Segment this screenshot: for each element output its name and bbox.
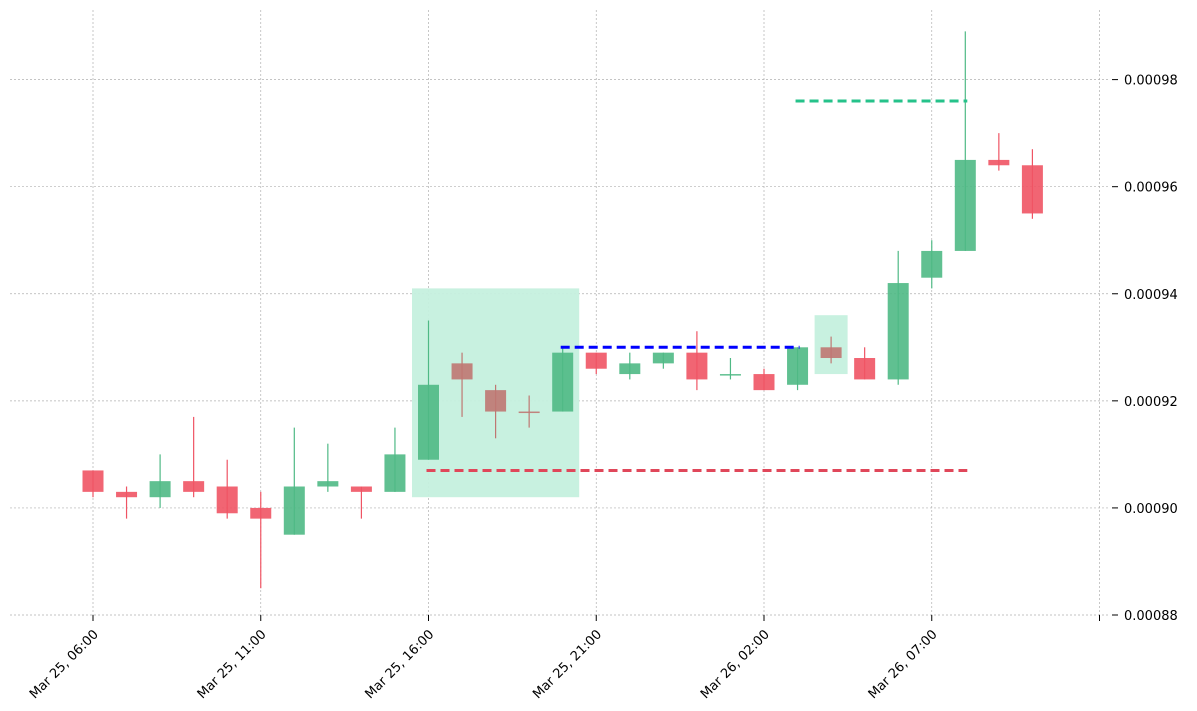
candle <box>585 352 607 375</box>
candle-body <box>820 347 842 359</box>
candle <box>686 331 708 391</box>
candle-body <box>183 481 205 492</box>
candle-body <box>1021 165 1043 214</box>
x-tick-label: Mar 26, 07:00 <box>866 627 941 702</box>
candle <box>787 347 809 391</box>
candle <box>552 347 574 412</box>
candle <box>283 427 305 535</box>
candle <box>854 347 876 380</box>
candle <box>753 368 775 391</box>
candle-body <box>552 352 574 412</box>
candle-body <box>921 250 943 278</box>
candle <box>719 358 741 380</box>
candle-body <box>418 384 439 460</box>
candle-body <box>887 283 909 380</box>
y-tick-label: 0.00090 <box>1124 502 1178 517</box>
candle <box>1021 149 1043 219</box>
candle <box>82 470 104 498</box>
candle-body <box>518 411 540 414</box>
candle-body <box>317 481 339 487</box>
candle-body <box>787 347 809 385</box>
y-tick-label: 0.00094 <box>1124 288 1178 303</box>
candle-body <box>283 486 305 535</box>
x-tick-label: Mar 25, 06:00 <box>27 627 102 702</box>
y-tick-label: 0.00092 <box>1124 395 1178 410</box>
candle <box>988 133 1010 171</box>
candle <box>350 486 372 519</box>
candle <box>954 31 976 251</box>
level-lines <box>426 99 968 472</box>
x-tick-label: Mar 25, 11:00 <box>195 627 270 702</box>
candle-body <box>350 486 372 492</box>
candle-body <box>652 352 674 364</box>
candle-body <box>854 358 876 380</box>
candle <box>183 416 205 498</box>
axes: 0.00088 0.00090 0.00092 0.00094 0.00096 0.000… <box>27 74 1178 703</box>
y-tick-label: 0.00088 <box>1124 609 1178 624</box>
candle <box>116 486 138 519</box>
candle-body <box>451 363 473 380</box>
candle <box>418 320 439 460</box>
candle <box>250 491 272 589</box>
candle-body <box>753 374 775 391</box>
candle-body <box>485 390 507 412</box>
candle-body <box>954 159 976 251</box>
candle <box>384 427 406 492</box>
candle-body <box>988 159 1010 166</box>
candle <box>887 250 909 385</box>
candle <box>921 240 943 289</box>
candle-body <box>384 454 406 492</box>
candle-body <box>116 491 138 498</box>
x-tick-label: Mar 26, 02:00 <box>698 627 773 702</box>
x-tick-label: Mar 25, 21:00 <box>530 627 605 702</box>
candle <box>518 395 540 428</box>
candle <box>216 459 238 519</box>
y-tick-label: 0.00096 <box>1124 181 1178 196</box>
candle <box>149 454 171 508</box>
x-tick-label: Mar 25, 16:00 <box>362 627 437 702</box>
y-tick-label: 0.00098 <box>1124 74 1178 89</box>
candle <box>652 352 674 369</box>
candle-body <box>216 486 238 514</box>
candle-body <box>686 352 708 380</box>
candle-body <box>719 374 741 376</box>
candle-body <box>585 352 607 369</box>
candle <box>820 336 842 364</box>
candle-body <box>619 363 641 375</box>
candle-body <box>82 470 104 492</box>
candles <box>82 31 1043 589</box>
candle <box>317 443 339 492</box>
candle <box>451 352 473 417</box>
candle <box>619 352 641 380</box>
highlight-zones <box>412 288 848 498</box>
candle-body <box>250 507 272 519</box>
candle-body <box>149 481 171 498</box>
candle <box>485 384 507 439</box>
